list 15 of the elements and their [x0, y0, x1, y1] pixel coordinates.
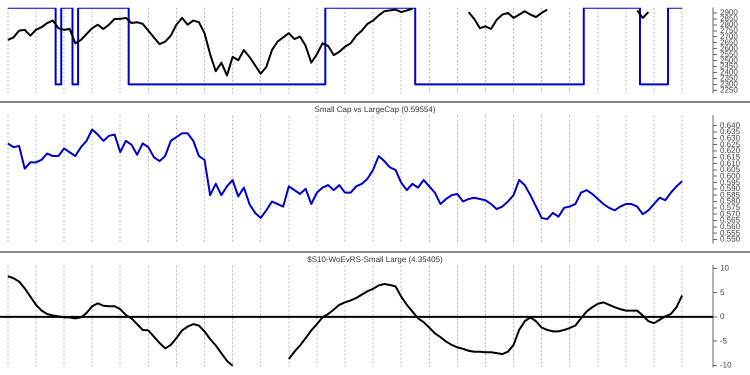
y-tick-label: 0.580 [720, 196, 741, 206]
y-tick-label: -5 [720, 336, 728, 346]
y-tick-label: -10 [720, 360, 732, 370]
y-tick-label: 0.555 [720, 228, 741, 238]
y-tick-label: 0.610 [720, 158, 741, 168]
chart-title: Small Cap vs LargeCap (0.59554) [314, 105, 436, 114]
y-tick-label: 0 [720, 312, 725, 322]
y-tick-label: 0.640 [720, 120, 741, 130]
y-tick-label: 0.550 [720, 234, 741, 244]
y-tick-label: 0.635 [720, 127, 741, 136]
y-tick-label: 5 [720, 288, 725, 297]
chart-title: $S10-WoEvRS-Small Large (4.35405) [307, 255, 444, 264]
y-tick-label: 0.595 [720, 178, 741, 187]
y-tick-label: 10 [720, 264, 730, 273]
y-tick-label: 2250 [720, 86, 738, 95]
